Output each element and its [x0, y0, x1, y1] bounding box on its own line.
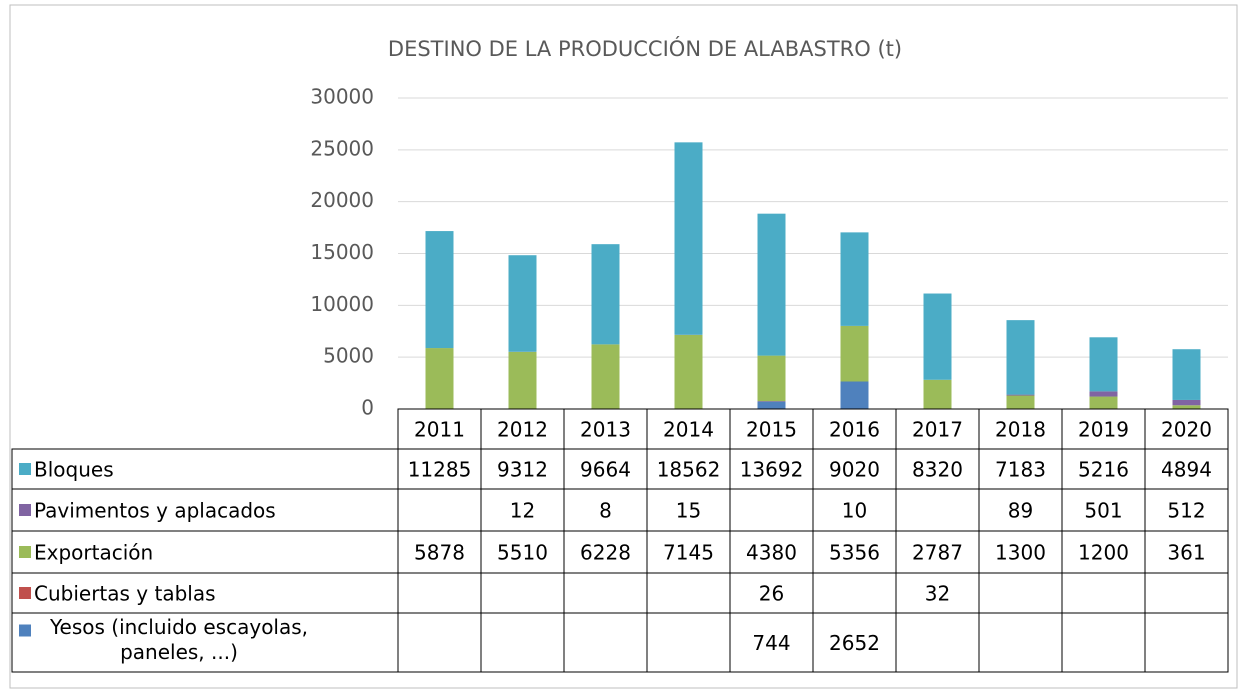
data-label: 4380 [746, 541, 797, 565]
bar-segment [1007, 395, 1035, 396]
data-label: 1200 [1078, 541, 1129, 565]
bar-segment [592, 344, 620, 409]
bar-segment [1173, 405, 1201, 409]
legend-swatch [19, 546, 31, 558]
x-tick-label: 2013 [580, 418, 631, 442]
bar-segment [841, 232, 869, 326]
data-label: 4894 [1161, 458, 1212, 482]
data-label: 10 [842, 499, 867, 523]
data-label: 5510 [497, 541, 548, 565]
bar-segment [1007, 320, 1035, 394]
legend-swatch [19, 587, 31, 599]
data-label: 512 [1167, 499, 1205, 523]
legend-label: Exportación [34, 541, 153, 565]
y-tick-label: 30000 [310, 85, 374, 109]
legend-label: Cubiertas y tablas [34, 582, 216, 606]
bar-segment [1090, 397, 1118, 409]
data-label: 5216 [1078, 458, 1129, 482]
x-tick-label: 2012 [497, 418, 548, 442]
y-tick-label: 0 [361, 396, 374, 420]
data-label: 12 [510, 499, 535, 523]
data-label: 5878 [414, 541, 465, 565]
bar-segment [924, 380, 952, 409]
legend-label: Bloques [34, 458, 114, 482]
x-tick-label: 2015 [746, 418, 797, 442]
bar-segment [1090, 337, 1118, 391]
x-tick-label: 2018 [995, 418, 1046, 442]
legend-swatch [19, 463, 31, 475]
y-tick-label: 5000 [323, 344, 374, 368]
data-label: 361 [1167, 541, 1205, 565]
data-label: 13692 [740, 458, 804, 482]
data-label: 501 [1084, 499, 1122, 523]
legend-label: Yesos (incluido escayolas, paneles, ...) [34, 615, 324, 665]
bar-segment [1007, 396, 1035, 409]
data-label: 8 [599, 499, 612, 523]
bar-segment [1173, 400, 1201, 405]
y-tick-label: 15000 [310, 240, 374, 264]
bar-segment [758, 401, 786, 409]
legend-label-box: Yesos (incluido escayolas, paneles, ...) [34, 615, 394, 672]
data-label: 8320 [912, 458, 963, 482]
x-tick-label: 2011 [414, 418, 465, 442]
data-label: 2652 [829, 631, 880, 655]
data-label: 15 [676, 499, 701, 523]
data-label: 9020 [829, 458, 880, 482]
data-label: 9664 [580, 458, 631, 482]
bar-segment [758, 356, 786, 401]
data-label: 2787 [912, 541, 963, 565]
x-tick-label: 2020 [1161, 418, 1212, 442]
bar-segment [426, 348, 454, 409]
data-label: 7145 [663, 541, 714, 565]
bar-segment [758, 214, 786, 356]
x-tick-label: 2019 [1078, 418, 1129, 442]
bar-segment [426, 231, 454, 348]
data-label: 744 [752, 631, 790, 655]
bar-segment [1090, 391, 1118, 396]
legend-label: Pavimentos y aplacados [34, 499, 276, 523]
x-tick-label: 2017 [912, 418, 963, 442]
x-tick-label: 2014 [663, 418, 714, 442]
data-label: 1300 [995, 541, 1046, 565]
data-label: 11285 [408, 458, 472, 482]
legend-swatch [19, 625, 31, 637]
bar-segment [509, 352, 537, 409]
bar-segment [675, 142, 703, 334]
data-label: 89 [1008, 499, 1033, 523]
data-label: 7183 [995, 458, 1046, 482]
bar-segment [1173, 349, 1201, 400]
bar-segment [924, 294, 952, 380]
y-tick-label: 20000 [310, 188, 374, 212]
y-tick-label: 10000 [310, 292, 374, 316]
data-label: 18562 [657, 458, 721, 482]
bar-segment [841, 382, 869, 409]
bar-segment [592, 244, 620, 344]
data-label: 6228 [580, 541, 631, 565]
x-tick-label: 2016 [829, 418, 880, 442]
bar-segment [509, 255, 537, 352]
y-tick-label: 25000 [310, 136, 374, 160]
data-label: 5356 [829, 541, 880, 565]
data-label: 32 [925, 582, 950, 606]
data-label: 9312 [497, 458, 548, 482]
legend-swatch [19, 504, 31, 516]
bar-segment [841, 326, 869, 382]
bar-segment [675, 335, 703, 409]
data-label: 26 [759, 582, 784, 606]
chart-title: DESTINO DE LA PRODUCCIÓN DE ALABASTRO (t… [388, 36, 902, 61]
